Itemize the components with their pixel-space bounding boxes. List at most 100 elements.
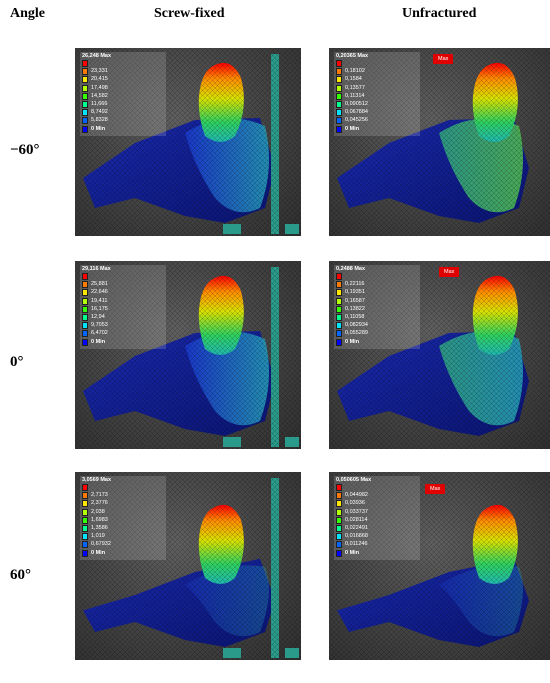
- legend-max-label: 3,0569 Max: [82, 477, 112, 483]
- legend-swatch: [336, 314, 342, 321]
- legend-swatch: [82, 525, 88, 532]
- legend-swatch: [336, 508, 342, 516]
- legend-row: 0 Min: [336, 125, 420, 134]
- legend-value: 0 Min: [91, 338, 106, 345]
- legend-swatch: [336, 68, 342, 76]
- legend-row: 16,175: [82, 305, 166, 314]
- unfractured-panel-row-1: 0,20365 Max 0,18102 0,1584 0,13577 0,11314 0,…: [329, 48, 550, 236]
- legend-swatch: [82, 305, 88, 313]
- legend-row: 0 Min: [82, 125, 166, 134]
- legend-row: 19,411: [82, 297, 166, 306]
- legend-swatch: [336, 84, 342, 92]
- legend-row: 0,16587: [336, 297, 420, 306]
- legend-value: 11,666: [91, 101, 108, 107]
- legend-row: [336, 484, 420, 492]
- legend-max-label: 0,050605 Max: [336, 477, 372, 483]
- legend-value: 1,6983: [91, 516, 108, 523]
- legend-value: 0,082934: [345, 322, 368, 329]
- max-marker-tag: Max: [425, 484, 446, 494]
- legend-row: [82, 273, 166, 281]
- color-legend: 29,116 Max 25,881 22,646 19,411 16,175 12,94 9…: [80, 265, 166, 349]
- legend-row: 0,022491: [336, 525, 420, 533]
- legend-row: 0 Min: [336, 338, 420, 347]
- legend-row: 0,028114: [336, 516, 420, 525]
- legend-value: 0,022491: [345, 525, 368, 531]
- legend-row: 17,498: [82, 84, 166, 93]
- legend-swatch: [82, 60, 88, 67]
- legend-max-label: 29,116 Max: [82, 266, 111, 272]
- angle-label-row-1: −60°: [10, 142, 40, 158]
- legend-row: 0,11314: [336, 92, 420, 101]
- legend-swatch: [336, 60, 342, 67]
- legend-swatch: [82, 500, 88, 508]
- legend-swatch: [336, 484, 342, 491]
- legend-row: 0,11058: [336, 314, 420, 322]
- legend-swatch: [336, 338, 342, 346]
- legend-swatch: [336, 305, 342, 313]
- legend-value: 12,94: [91, 314, 105, 320]
- legend-row: 23,331: [82, 68, 166, 76]
- legend-row: 0,67932: [82, 541, 166, 549]
- legend-row: 0,033737: [336, 508, 420, 517]
- legend-row: 8,7492: [82, 109, 166, 117]
- legend-value: 0 Min: [345, 549, 360, 556]
- legend-value: 0,19351: [345, 289, 365, 296]
- legend-value: 0,1584: [345, 76, 362, 83]
- legend-value: 17,498: [91, 84, 108, 91]
- legend-row: 0,22116: [336, 281, 420, 289]
- legend-row: 0,13577: [336, 84, 420, 93]
- legend-value: 5,8328: [91, 117, 108, 124]
- legend-swatch: [82, 338, 88, 346]
- header-screw-fixed: Screw-fixed: [154, 6, 225, 21]
- legend-swatch: [336, 322, 342, 330]
- legend-swatch: [82, 533, 88, 541]
- legend-row: 9,7053: [82, 322, 166, 330]
- legend-row: [336, 273, 420, 281]
- unfractured-panel-row-3: 0,050605 Max 0,044982 0,03936 0,033737 0,028…: [329, 472, 550, 660]
- legend-row: 1,019: [82, 533, 166, 541]
- legend-swatch: [336, 125, 342, 133]
- legend-value: 0,16587: [345, 297, 365, 304]
- legend-max-label: 0,20365 Max: [336, 53, 369, 59]
- legend-swatch: [82, 289, 88, 297]
- legend-value: 0,011246: [345, 541, 368, 548]
- legend-swatch: [336, 109, 342, 117]
- legend-swatch: [82, 516, 88, 524]
- legend-swatch: [336, 76, 342, 84]
- legend-value: 23,331: [91, 68, 108, 75]
- legend-swatch: [82, 101, 88, 108]
- legend-swatch: [82, 492, 88, 500]
- legend-swatch: [82, 330, 88, 338]
- legend-row: 0,045256: [336, 117, 420, 125]
- legend-row: 0,13822: [336, 305, 420, 314]
- legend-swatch: [336, 101, 342, 108]
- legend-value: 2,7173: [91, 492, 108, 499]
- legend-row: 6,4702: [82, 330, 166, 338]
- legend-row: 0,19351: [336, 289, 420, 297]
- angle-label-row-2: 0°: [10, 354, 24, 370]
- color-legend: 0,20365 Max 0,18102 0,1584 0,13577 0,11314 0,…: [334, 52, 420, 136]
- legend-value: 2,3776: [91, 500, 108, 507]
- legend-swatch: [336, 330, 342, 338]
- legend-swatch: [336, 492, 342, 500]
- legend-value: 0 Min: [345, 125, 360, 132]
- legend-value: 1,019: [91, 533, 105, 540]
- legend-value: 0,033737: [345, 508, 368, 515]
- legend-row: 1,6983: [82, 516, 166, 525]
- legend-swatch: [82, 314, 88, 321]
- legend-swatch: [82, 541, 88, 549]
- legend-row: 0,1584: [336, 76, 420, 84]
- legend-row: 22,646: [82, 289, 166, 297]
- legend-value: 0,016868: [345, 533, 368, 540]
- max-marker-tag: Max: [433, 54, 454, 64]
- angle-label-row-3: 60°: [10, 567, 31, 583]
- legend-swatch: [82, 297, 88, 305]
- legend-value: 8,7492: [91, 109, 108, 116]
- legend-swatch: [82, 76, 88, 84]
- color-legend: 0,050605 Max 0,044982 0,03936 0,033737 0,028…: [334, 476, 420, 560]
- legend-swatch: [336, 297, 342, 305]
- legend-value: 0,18102: [345, 68, 365, 75]
- legend-value: 0,03936: [345, 500, 365, 507]
- legend-value: 0,11314: [345, 92, 365, 99]
- legend-value: 0,055289: [345, 330, 368, 337]
